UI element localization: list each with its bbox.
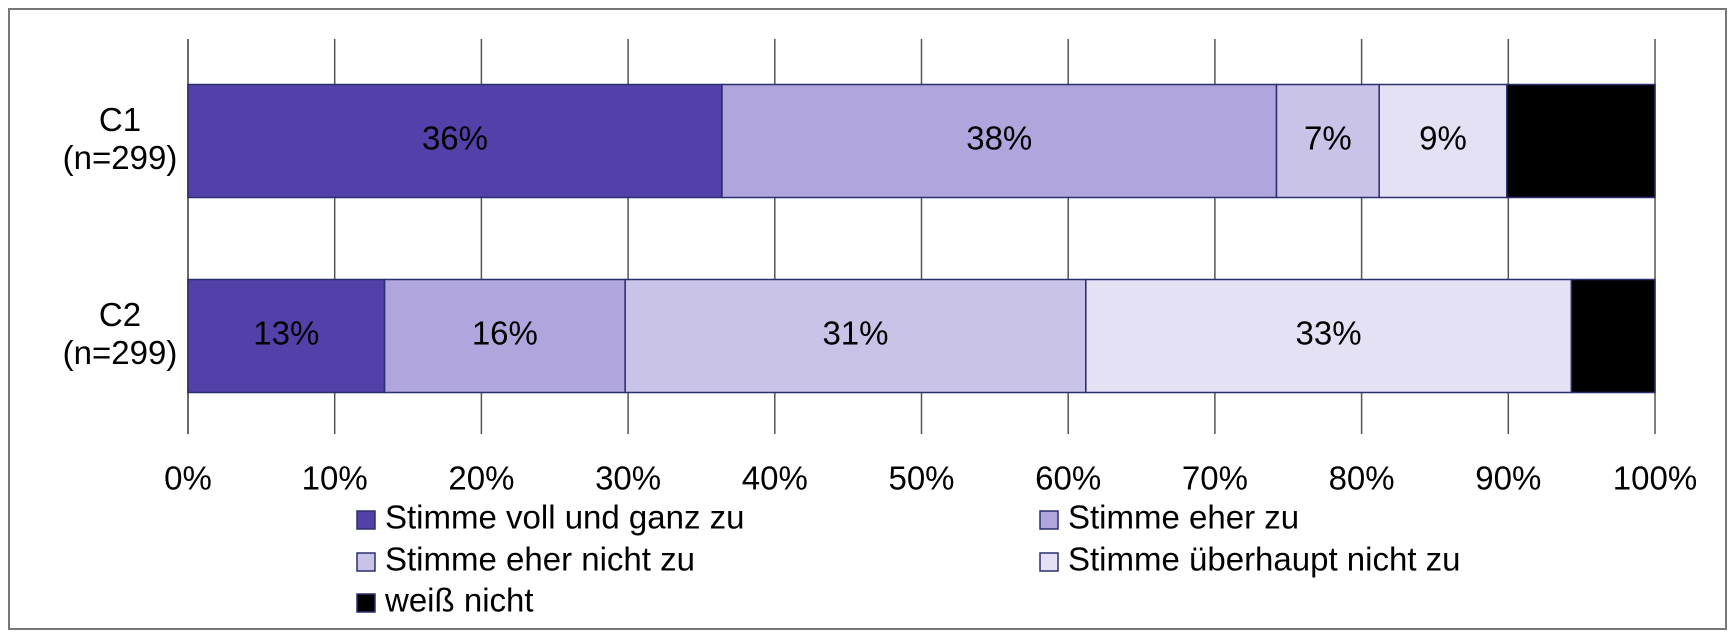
legend-swatch — [356, 552, 376, 572]
bar-segment — [187, 278, 386, 394]
x-tick-label: 60% — [1035, 460, 1101, 497]
legend-swatch — [356, 510, 376, 530]
y-tick-label-line: (n=299) — [63, 334, 178, 371]
x-tick-label: 40% — [742, 460, 808, 497]
value-label: 9% — [1419, 120, 1467, 157]
bar-segment — [1275, 83, 1380, 199]
bar-segment — [383, 278, 626, 394]
x-tick-label: 0% — [164, 460, 212, 497]
x-tick-label: 10% — [302, 460, 368, 497]
bar-segment — [187, 83, 723, 199]
x-tick-label: 100% — [1613, 460, 1697, 497]
x-tick-label: 70% — [1182, 460, 1248, 497]
value-label: 7% — [1304, 120, 1352, 157]
x-tick-label: 80% — [1329, 460, 1395, 497]
y-tick-label-line: C2 — [99, 296, 141, 333]
bar-segment — [624, 278, 1087, 394]
x-tick-label: 90% — [1475, 460, 1541, 497]
legend-label: Stimme überhaupt nicht zu — [1068, 541, 1461, 578]
legend-swatch — [1039, 510, 1059, 530]
y-tick-label-line: (n=299) — [63, 139, 178, 176]
value-label: 13% — [253, 315, 319, 352]
value-label: 10% — [1548, 120, 1614, 157]
legend-label: weiß nicht — [384, 582, 534, 619]
value-label: 38% — [966, 120, 1032, 157]
x-tick-label: 30% — [595, 460, 661, 497]
y-tick-label-line: C1 — [99, 101, 141, 138]
value-label: 31% — [822, 315, 888, 352]
bar-segment — [1085, 278, 1573, 394]
value-label: 6% — [1589, 315, 1637, 352]
y-tick-label: C2 (n=299) — [63, 296, 178, 371]
value-label: 16% — [472, 315, 538, 352]
legend-label: Stimme voll und ganz zu — [385, 499, 745, 536]
legend-label: Stimme eher nicht zu — [385, 541, 695, 578]
legend-swatch — [356, 593, 376, 613]
value-label: 36% — [422, 120, 488, 157]
value-label: 33% — [1296, 315, 1362, 352]
legend-swatch — [1039, 552, 1059, 572]
bar-segment — [721, 83, 1278, 199]
legend-label: Stimme eher zu — [1068, 499, 1299, 536]
y-tick-label: C1 (n=299) — [63, 101, 178, 176]
bar-segment — [1506, 83, 1656, 199]
x-tick-label: 50% — [888, 460, 954, 497]
x-tick-label: 20% — [448, 460, 514, 497]
bar-segment — [1570, 278, 1656, 394]
